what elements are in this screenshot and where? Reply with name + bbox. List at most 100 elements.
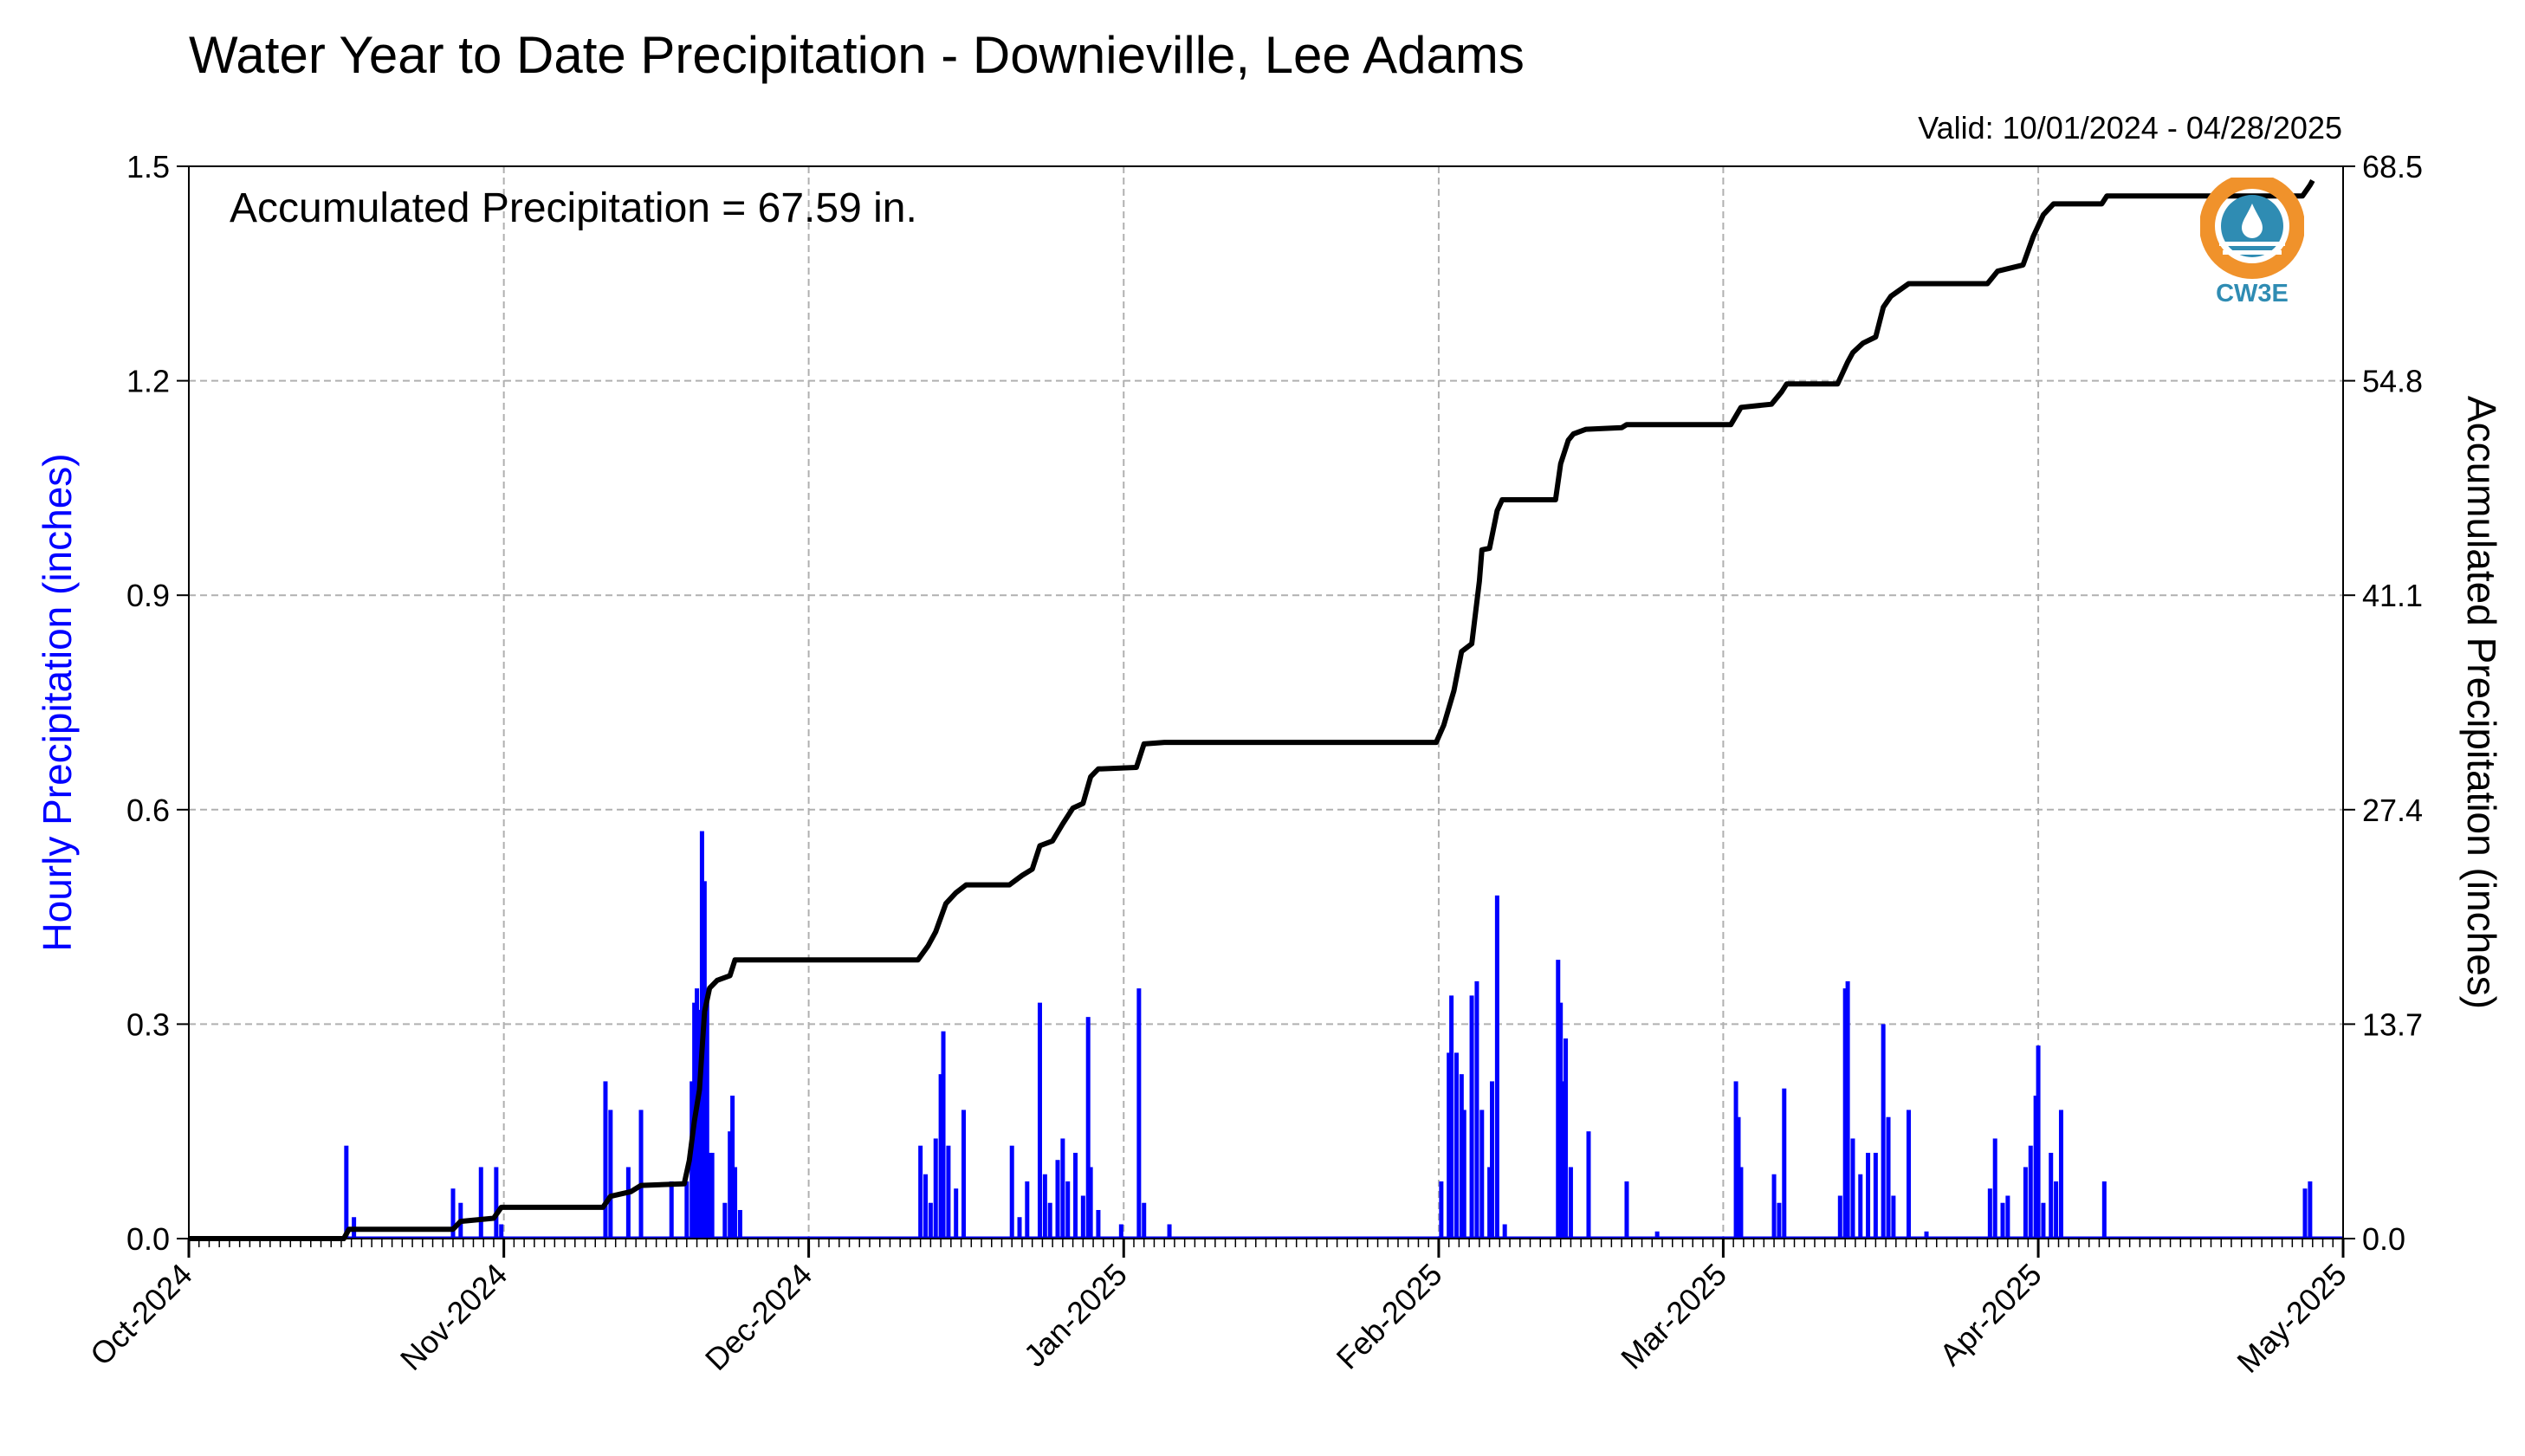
- left-tick-label: 1.5: [126, 149, 170, 184]
- hourly-bar: [1736, 1116, 1741, 1239]
- hourly-bar: [1474, 980, 1479, 1239]
- hourly-bar: [696, 1009, 702, 1239]
- x-tick-label: Jan-2025: [1017, 1257, 1134, 1374]
- hourly-bar: [1886, 1116, 1891, 1239]
- hourly-bar: [2023, 1167, 2028, 1239]
- hourly-bar: [2101, 1181, 2107, 1239]
- hourly-bar: [928, 1202, 933, 1239]
- hourly-bar: [1490, 1081, 1495, 1239]
- hourly-bar: [1733, 1081, 1738, 1239]
- hourly-bar: [954, 1188, 959, 1239]
- hourly-bars: [189, 831, 2343, 1239]
- hourly-bar: [1042, 1174, 1047, 1239]
- hourly-bar: [1850, 1138, 1855, 1239]
- hourly-bar: [1479, 1110, 1485, 1239]
- hourly-bar: [2028, 1145, 2033, 1239]
- hourly-bar: [1858, 1174, 1863, 1239]
- hourly-bar: [2005, 1195, 2010, 1239]
- hourly-bar: [1047, 1202, 1052, 1239]
- hourly-bar: [961, 1110, 966, 1239]
- hourly-bar: [1782, 1088, 1787, 1239]
- hourly-bar: [1924, 1231, 1929, 1239]
- accumulated-annotation: Accumulated Precipitation = 67.59 in.: [230, 185, 917, 231]
- hourly-bar: [1502, 1224, 1507, 1239]
- hourly-bar: [1439, 1181, 1444, 1239]
- cw3e-logo-icon: [2199, 173, 2305, 279]
- hourly-bar: [1167, 1224, 1172, 1239]
- x-tick-label: May-2025: [2230, 1257, 2353, 1380]
- hourly-bar: [704, 988, 709, 1239]
- x-tick-label: Apr-2025: [1933, 1257, 2049, 1373]
- axes: 0.0 0.3 0.6 0.9 1.2 1.5 0.0 13.7 27.4 41.1 54.8 68.…: [83, 149, 2423, 1380]
- hourly-bar: [499, 1224, 504, 1239]
- hourly-bar: [1987, 1188, 1992, 1239]
- hourly-bar: [478, 1167, 483, 1239]
- x-tick-label: Mar-2025: [1614, 1257, 1733, 1376]
- chart-title: Water Year to Date Precipitation - Downi…: [189, 26, 1525, 84]
- grid-lines: [189, 166, 2343, 1239]
- left-axis-label: Hourly Precipitation (inches): [35, 453, 80, 951]
- hourly-bar: [1060, 1138, 1065, 1239]
- plot-frame: [188, 165, 2344, 1239]
- hourly-bar: [608, 1110, 613, 1239]
- right-tick-label: 0.0: [2362, 1221, 2405, 1257]
- hourly-bar: [1561, 1081, 1566, 1239]
- hourly-bar: [707, 1152, 712, 1239]
- hourly-bar: [1453, 1052, 1459, 1239]
- left-tick-label: 0.9: [126, 578, 170, 613]
- left-tick-label: 0.6: [126, 793, 170, 828]
- hourly-bar: [1487, 1167, 1492, 1239]
- left-tick-label: 0.3: [126, 1006, 170, 1042]
- hourly-bar: [1866, 1152, 1871, 1239]
- hourly-bar: [1037, 1002, 1042, 1239]
- hourly-bar: [2049, 1152, 2054, 1239]
- hourly-bar: [1447, 1052, 1452, 1239]
- hourly-bar: [1873, 1152, 1878, 1239]
- hourly-bar: [2058, 1110, 2063, 1239]
- x-tick-label: Feb-2025: [1330, 1257, 1449, 1376]
- hourly-bar: [1009, 1145, 1014, 1239]
- hourly-bar: [684, 1181, 690, 1239]
- cw3e-logo: CW3E: [2199, 173, 2305, 307]
- hourly-bar: [1777, 1202, 1782, 1239]
- hourly-bar: [1461, 1110, 1466, 1239]
- hourly-bar: [1469, 995, 1474, 1239]
- hourly-bar: [603, 1081, 608, 1239]
- hourly-bar: [1085, 1017, 1091, 1239]
- hourly-bar: [1906, 1110, 1911, 1239]
- hourly-bar: [1055, 1160, 1060, 1239]
- right-tick-label: 68.5: [2362, 149, 2423, 184]
- hourly-bar: [1881, 1024, 1886, 1239]
- hourly-bar: [728, 1131, 733, 1239]
- hourly-bar: [1992, 1138, 1997, 1239]
- left-tick-label: 0.0: [126, 1221, 170, 1257]
- hourly-bar: [1586, 1131, 1591, 1239]
- hourly-bar: [1073, 1152, 1078, 1239]
- hourly-bar: [1080, 1195, 1085, 1239]
- hourly-bar: [946, 1145, 951, 1239]
- hourly-bar: [941, 1031, 946, 1239]
- accumulated-line: [189, 178, 2315, 1241]
- right-axis-label: Accumulated Precipitation (inches): [2459, 396, 2504, 1009]
- hourly-bar: [709, 1152, 715, 1239]
- hourly-bar: [494, 1167, 499, 1239]
- hourly-bar: [1017, 1217, 1022, 1239]
- hourly-bar: [2036, 1045, 2041, 1239]
- hourly-bar: [1494, 895, 1499, 1239]
- hourly-bar: [722, 1202, 728, 1239]
- hourly-bar: [733, 1167, 738, 1239]
- hourly-bar: [730, 1095, 735, 1239]
- hourly-bar: [1558, 1002, 1564, 1239]
- hourly-bar: [344, 1145, 349, 1239]
- right-tick-label: 13.7: [2362, 1006, 2423, 1042]
- hourly-bar: [669, 1181, 674, 1239]
- hourly-bar: [1891, 1195, 1896, 1239]
- hourly-bar: [1654, 1231, 1660, 1239]
- x-tick-label: Nov-2024: [393, 1257, 514, 1377]
- hourly-bar: [1568, 1167, 1573, 1239]
- hourly-bar: [702, 881, 707, 1239]
- hourly-bar: [918, 1145, 923, 1239]
- right-tick-label: 54.8: [2362, 364, 2423, 399]
- hourly-bar: [2054, 1181, 2059, 1239]
